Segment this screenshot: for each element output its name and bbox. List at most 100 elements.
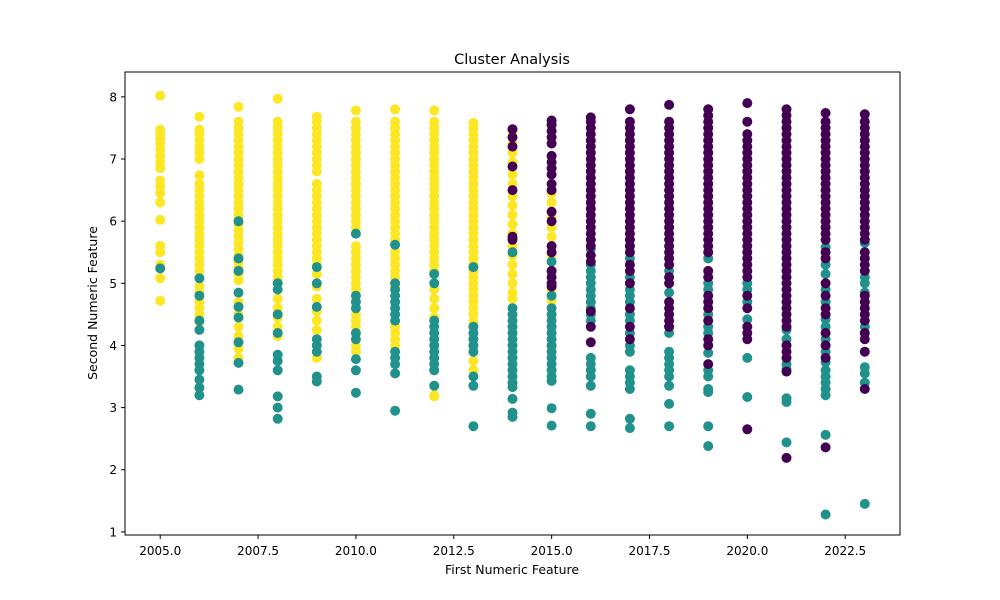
cluster-0-point <box>507 161 518 172</box>
cluster-0-point <box>781 352 792 363</box>
cluster-2-point <box>194 154 205 164</box>
cluster-0-point <box>820 290 831 301</box>
x-tick-label: 2005.0 <box>139 544 181 558</box>
cluster-1-point <box>390 359 401 370</box>
cluster-2-point <box>311 293 322 304</box>
cluster-0-point <box>703 247 714 258</box>
cluster-1-point <box>194 382 205 393</box>
cluster-0-point <box>624 104 635 115</box>
cluster-1-point <box>624 384 635 394</box>
y-tick-label: 6 <box>109 215 117 229</box>
cluster-0-point <box>859 315 870 326</box>
cluster-1-point <box>664 380 675 391</box>
cluster-1-point <box>624 346 635 357</box>
cluster-0-point <box>781 452 792 463</box>
cluster-1-point <box>311 278 322 289</box>
cluster-1-point <box>311 346 322 357</box>
cluster-0-point <box>703 315 714 326</box>
cluster-2-point <box>468 356 479 366</box>
cluster-1-point <box>272 328 283 338</box>
cluster-1-point <box>546 403 557 414</box>
cluster-1-point <box>820 390 831 401</box>
cluster-0-point <box>820 278 831 289</box>
y-tick-label: 7 <box>109 153 117 167</box>
cluster-1-point <box>781 437 792 448</box>
cluster-1-point <box>429 380 440 391</box>
cluster-0-point <box>742 424 753 435</box>
cluster-0-point <box>546 247 557 258</box>
cluster-1-point <box>233 312 244 323</box>
cluster-1-point <box>233 357 244 368</box>
cluster-1-point <box>859 498 870 509</box>
cluster-1-point <box>311 301 322 312</box>
cluster-2-point <box>233 321 244 332</box>
cluster-0-point <box>585 321 596 332</box>
x-tick-label: 2015.0 <box>531 544 573 558</box>
cluster-1-point <box>233 384 244 395</box>
cluster-1-point <box>350 387 361 398</box>
y-tick-label: 5 <box>109 277 117 291</box>
cluster-0-point <box>585 256 596 267</box>
cluster-1-point <box>585 421 596 432</box>
cluster-1-point <box>546 375 557 386</box>
cluster-0-point <box>546 138 557 149</box>
cluster-0-point <box>507 234 518 245</box>
cluster-1-point <box>429 365 440 376</box>
cluster-0-point <box>859 109 870 120</box>
cluster-1-point <box>742 314 753 325</box>
cluster-2-point <box>350 105 361 116</box>
cluster-2-point <box>507 293 518 304</box>
cluster-2-point <box>311 315 322 326</box>
cluster-0-point <box>859 234 870 245</box>
cluster-0-point <box>546 185 557 196</box>
cluster-1-point <box>468 346 479 357</box>
cluster-1-point <box>390 405 401 416</box>
cluster-0-point <box>546 206 557 217</box>
cluster-2-point <box>155 188 166 199</box>
cluster-1-point <box>272 309 283 320</box>
cluster-2-point <box>155 295 166 306</box>
cluster-1-point <box>703 421 714 432</box>
cluster-0-point <box>742 334 753 345</box>
cluster-0-point <box>820 352 831 363</box>
x-tick-label: 2007.5 <box>237 544 279 558</box>
x-tick-label: 2020.0 <box>726 544 768 558</box>
cluster-1-point <box>155 263 166 274</box>
cluster-2-point <box>507 219 518 230</box>
cluster-1-point <box>546 290 557 301</box>
cluster-2-point <box>155 273 166 284</box>
cluster-2-point <box>429 105 440 116</box>
cluster-0-point <box>507 185 518 196</box>
cluster-0-point <box>585 306 596 317</box>
cluster-0-point <box>585 241 596 251</box>
cluster-2-point <box>507 269 518 279</box>
cluster-2-point <box>429 303 440 314</box>
cluster-1-point <box>781 397 792 407</box>
cluster-2-point <box>546 231 557 242</box>
cluster-0-point <box>624 303 635 314</box>
cluster-1-point <box>820 509 831 520</box>
cluster-2-point <box>468 309 479 320</box>
cluster-1-point <box>350 334 361 345</box>
cluster-1-point <box>233 265 244 276</box>
cluster-0-point <box>781 366 792 377</box>
cluster-0-point <box>820 253 831 264</box>
cluster-1-point <box>194 390 205 401</box>
x-axis-label: First Numeric Feature <box>445 562 579 577</box>
cluster-2-point <box>311 269 322 279</box>
cluster-1-point <box>194 315 205 326</box>
cluster-0-point <box>859 384 870 394</box>
cluster-0-point <box>742 290 753 301</box>
cluster-0-point <box>820 108 831 118</box>
cluster-0-point <box>820 234 831 245</box>
y-tick-label: 8 <box>109 90 117 104</box>
cluster-2-point <box>194 170 205 181</box>
cluster-2-point <box>507 200 518 211</box>
cluster-1-point <box>624 423 635 434</box>
y-tick-label: 1 <box>109 525 117 539</box>
cluster-2-point <box>272 93 283 104</box>
cluster-2-point <box>272 293 283 304</box>
cluster-1-point <box>664 371 675 382</box>
